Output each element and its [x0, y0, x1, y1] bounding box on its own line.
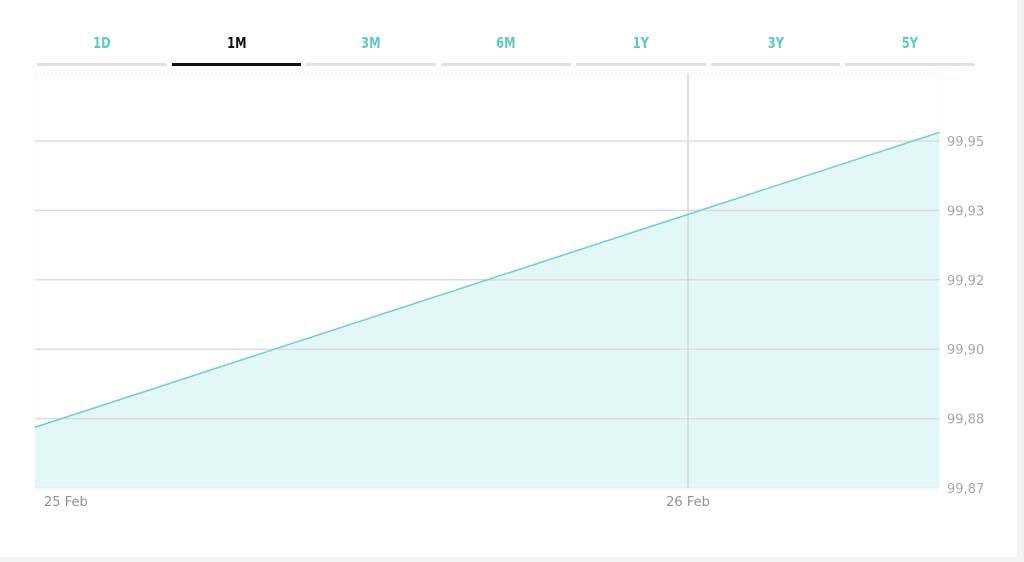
tab-6m[interactable]: 6M: [441, 30, 571, 66]
tab-underline: [441, 63, 571, 66]
x-tick-label: 26 Feb: [666, 495, 710, 510]
tab-label: 5Y: [902, 34, 919, 52]
y-tick-label: 99,93: [947, 204, 984, 219]
range-tabs: 1D 1M 3M 6M 1Y 3Y 5Y: [37, 30, 976, 66]
price-line: [34, 131, 940, 428]
tab-3y[interactable]: 3Y: [710, 30, 841, 66]
tab-underline: [710, 63, 841, 66]
y-tick-label: 99,87: [947, 482, 984, 497]
tab-label: 3Y: [767, 34, 784, 52]
tab-label: 1Y: [632, 34, 649, 52]
tab-label: 1D: [93, 34, 111, 52]
area-fill: [35, 132, 940, 488]
tab-underline: [575, 63, 706, 66]
tab-3m[interactable]: 3M: [306, 30, 437, 66]
tab-5y[interactable]: 5Y: [845, 30, 976, 66]
tab-underline: [306, 63, 437, 66]
y-tick-label: 99,95: [947, 135, 984, 150]
tab-1m[interactable]: 1M: [171, 30, 302, 66]
tab-1y[interactable]: 1Y: [575, 30, 706, 66]
tab-underline: [37, 63, 167, 66]
tab-1d[interactable]: 1D: [37, 30, 167, 66]
tab-label: 1M: [226, 34, 247, 52]
y-tick-label: 99,88: [947, 413, 984, 428]
y-tick-label: 99,90: [947, 343, 984, 358]
tab-label: 6M: [496, 34, 516, 52]
tab-underline: [845, 63, 976, 66]
x-tick-label: 25 Feb: [44, 495, 88, 510]
plot-border: [34, 72, 940, 489]
tab-label: 3M: [361, 34, 381, 52]
y-tick-label: 99,92: [947, 274, 984, 289]
tab-underline: [171, 63, 302, 66]
